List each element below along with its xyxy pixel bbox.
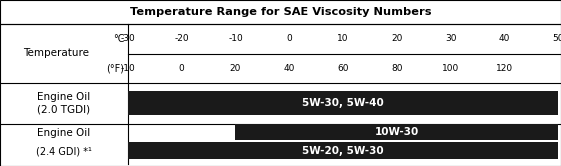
Text: 30: 30: [445, 34, 456, 43]
Text: 100: 100: [442, 64, 459, 73]
Bar: [128, 91, 558, 115]
Text: 60: 60: [337, 64, 349, 73]
Text: (°F): (°F): [107, 63, 125, 73]
Text: 10: 10: [337, 34, 349, 43]
Text: (2.4 GDI) *¹: (2.4 GDI) *¹: [36, 146, 92, 157]
Text: 40: 40: [499, 34, 510, 43]
Text: (2.0 TGDI): (2.0 TGDI): [38, 105, 90, 115]
Text: Temperature Range for SAE Viscosity Numbers: Temperature Range for SAE Viscosity Numb…: [130, 7, 431, 17]
Text: 0: 0: [287, 34, 292, 43]
Text: 0: 0: [179, 64, 185, 73]
Text: Engine Oil: Engine Oil: [38, 128, 90, 138]
Text: 20: 20: [230, 64, 241, 73]
Text: Engine Oil: Engine Oil: [38, 92, 90, 102]
Text: °C: °C: [113, 34, 125, 44]
Text: 80: 80: [391, 64, 403, 73]
Bar: [0, 0, 561, 24]
Text: -10: -10: [121, 64, 135, 73]
Text: 50: 50: [553, 34, 561, 43]
Text: 40: 40: [283, 64, 295, 73]
Text: 5W-30, 5W-40: 5W-30, 5W-40: [302, 98, 384, 108]
Text: -10: -10: [228, 34, 243, 43]
Text: 120: 120: [496, 64, 513, 73]
Text: Temperature: Temperature: [23, 48, 89, 58]
Text: 10W-30: 10W-30: [375, 127, 419, 137]
Text: 5W-20, 5W-30: 5W-20, 5W-30: [302, 146, 384, 156]
Text: -30: -30: [121, 34, 135, 43]
Bar: [128, 142, 558, 159]
Text: 20: 20: [391, 34, 403, 43]
Text: -20: -20: [174, 34, 189, 43]
Bar: [236, 124, 558, 140]
